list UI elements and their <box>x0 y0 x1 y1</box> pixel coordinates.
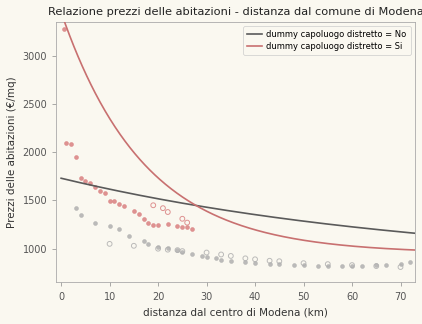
Point <box>106 199 113 204</box>
Point <box>106 223 113 228</box>
Point <box>373 262 380 268</box>
Point <box>121 204 127 209</box>
Point <box>383 262 390 267</box>
Point <box>174 248 181 253</box>
Point <box>135 211 142 216</box>
Point <box>150 222 157 227</box>
Point <box>218 258 225 263</box>
Point <box>276 261 283 267</box>
Point <box>140 216 147 221</box>
Point <box>213 256 219 261</box>
Point <box>77 176 84 181</box>
Point <box>106 241 113 247</box>
Point <box>373 263 380 269</box>
Point <box>252 257 258 262</box>
Point <box>179 225 186 230</box>
Point <box>203 250 210 255</box>
Point <box>242 256 249 261</box>
Point <box>116 202 123 207</box>
Point <box>101 190 108 195</box>
Point <box>130 208 137 214</box>
Point <box>339 263 346 269</box>
Point <box>92 184 98 190</box>
Point <box>155 244 162 249</box>
Point <box>87 180 94 186</box>
Point <box>155 222 162 227</box>
Point <box>315 263 322 268</box>
Point <box>72 155 79 160</box>
Point <box>189 251 195 257</box>
Point <box>198 253 205 259</box>
Point <box>203 255 210 260</box>
Point <box>150 203 157 208</box>
Point <box>174 247 181 252</box>
Point <box>126 234 133 239</box>
Point <box>252 260 258 266</box>
Point <box>358 263 365 268</box>
Point <box>60 26 67 31</box>
Point <box>407 260 414 265</box>
Point <box>165 245 171 250</box>
Point <box>130 243 137 249</box>
Point <box>189 227 195 232</box>
Point <box>184 225 191 230</box>
Point <box>242 260 249 265</box>
Point <box>92 220 98 225</box>
Point <box>179 216 186 221</box>
Point <box>145 220 152 225</box>
Y-axis label: Prezzi delle abitazioni (€/mq): Prezzi delle abitazioni (€/mq) <box>7 76 17 228</box>
Point <box>276 259 283 264</box>
Point <box>290 262 297 267</box>
Point <box>165 247 171 252</box>
Point <box>325 261 331 267</box>
Point <box>140 238 147 244</box>
Point <box>179 249 186 254</box>
Point <box>300 262 307 268</box>
Point <box>300 260 307 266</box>
Point <box>160 205 166 211</box>
Title: Relazione prezzi delle abitazioni - distanza dal comune di Modena: Relazione prezzi delle abitazioni - dist… <box>48 7 422 17</box>
Point <box>227 253 234 259</box>
Legend: dummy capoluogo distretto = No, dummy capoluogo distretto = Si: dummy capoluogo distretto = No, dummy ca… <box>243 26 411 55</box>
Point <box>111 199 118 204</box>
Point <box>325 263 331 269</box>
Point <box>397 261 404 267</box>
Point <box>72 205 79 211</box>
Point <box>165 221 171 226</box>
Point <box>218 252 225 257</box>
X-axis label: distanza dal centro di Modena (km): distanza dal centro di Modena (km) <box>143 307 328 317</box>
Point <box>179 249 186 254</box>
Point <box>116 227 123 232</box>
Point <box>62 140 69 145</box>
Point <box>77 212 84 217</box>
Point <box>82 179 89 184</box>
Point <box>68 142 74 147</box>
Point <box>155 246 162 251</box>
Point <box>349 263 355 269</box>
Point <box>227 259 234 264</box>
Point <box>349 262 355 268</box>
Point <box>174 223 181 228</box>
Point <box>266 261 273 266</box>
Point <box>165 209 171 214</box>
Point <box>397 264 404 270</box>
Point <box>184 220 191 225</box>
Point <box>266 258 273 263</box>
Point <box>97 188 103 193</box>
Point <box>145 241 152 247</box>
